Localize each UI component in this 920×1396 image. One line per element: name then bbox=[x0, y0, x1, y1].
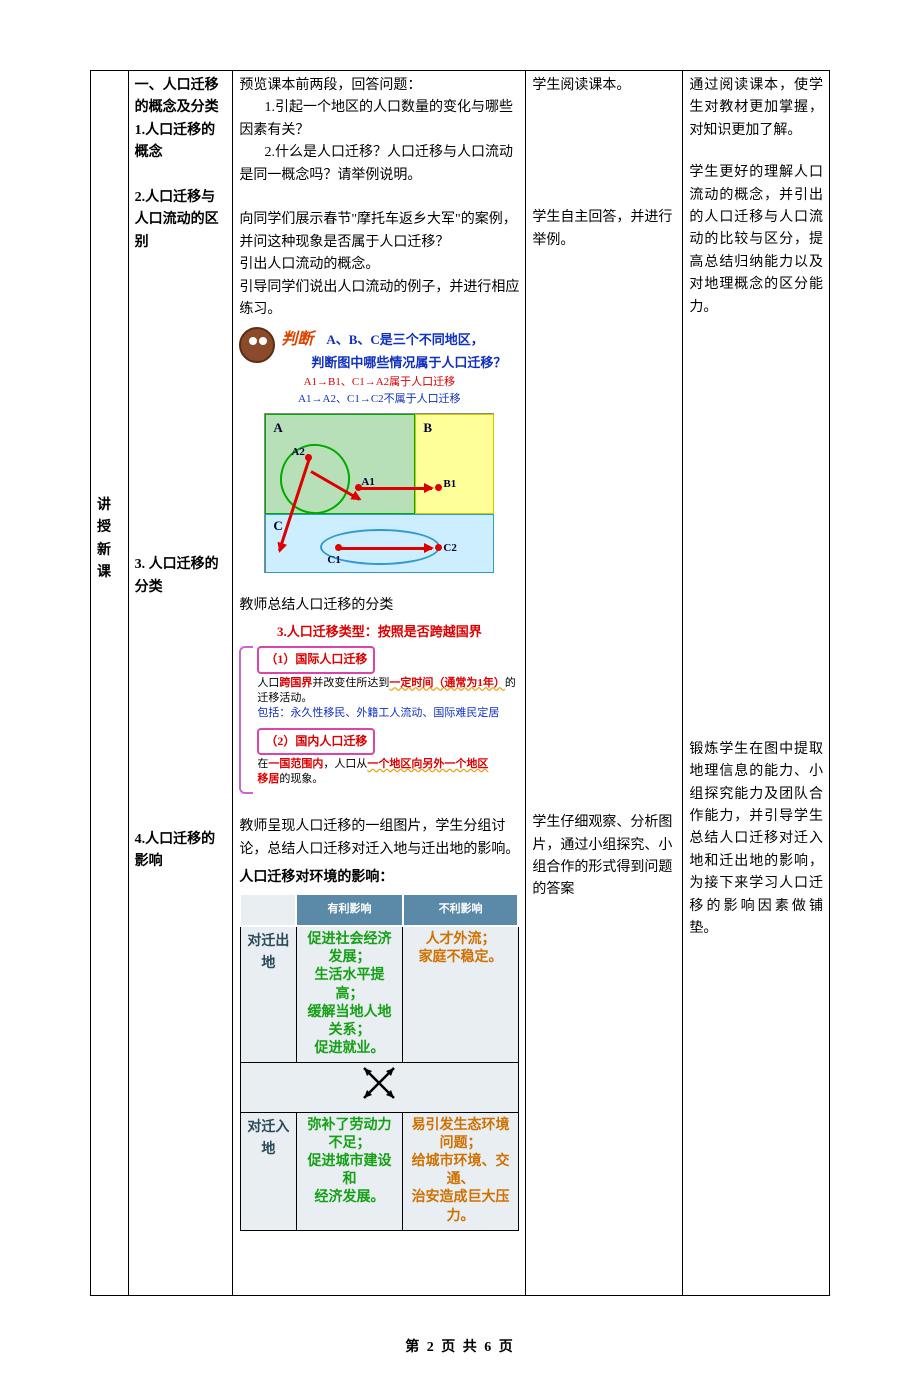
s3-teacher: 教师总结人口迁移的分类 bbox=[239, 595, 519, 617]
in-good: 弥补了劳动力不足； 促进城市建设和 经济发展。 bbox=[303, 1117, 396, 1208]
label-b: B bbox=[423, 418, 432, 439]
s2-p1: 向同学们展示春节"摩托车返乡大军"的案例，并问这种现象是否属于人口迁移？ bbox=[239, 209, 519, 254]
lesson-plan-page: 讲 授 新 课 一、人口迁移的概念及分类 1.人口迁移的概念 2.人口迁移与人口… bbox=[0, 0, 920, 1396]
in-bad: 易引发生态环境问题； 给城市环境、交通、 治安造成巨大压力。 bbox=[409, 1117, 512, 1226]
s4-student: 学生仔细观察、分析图片，通过小组探究、小组合作的形式得到问题的答案 bbox=[532, 812, 676, 902]
c2-kw2: 一个地区向另外一个地区 bbox=[367, 758, 488, 770]
col-good: 有利影响 bbox=[296, 894, 402, 926]
lbl-c1: C1 bbox=[327, 552, 340, 570]
s1-intro: 预览课本前两段，回答问题： bbox=[239, 75, 519, 97]
page-footer: 第 2 页 共 6 页 bbox=[90, 1336, 830, 1356]
s1-intent: 通过阅读课本，使学生对教材更加掌握，对知识更加了解。 bbox=[689, 75, 823, 142]
c1-kw1: 跨国界 bbox=[279, 677, 312, 689]
intent-cell: 通过阅读课本，使学生对教材更加掌握，对知识更加了解。 学生更好的理解人口流动的概… bbox=[683, 71, 830, 1296]
impact-heading: 人口迁移对环境的影响： bbox=[239, 867, 519, 889]
stage-label: 讲 授 新 课 bbox=[97, 495, 122, 585]
impact-table: 有利影响 不利影响 对迁出地 促进社会经济发展； 生活水平提高； 缓解当地人地关… bbox=[239, 893, 519, 1230]
s2-intent: 学生更好的理解人口流动的概念，并引出的人口迁移与人口流动的比较与区分，提高总结归… bbox=[689, 162, 823, 319]
judge-q-l2: 判断图中哪些情况属于人口迁移？ bbox=[311, 353, 506, 374]
region-diagram: A B C A2 A1 B1 C1 C2 bbox=[264, 413, 494, 573]
class1-desc: 人口跨国界并改变住所达到一定时间（通常为1年）的迁移活动。 包括：永久性移民、外… bbox=[257, 676, 519, 722]
c2-mid: ，人口从 bbox=[323, 758, 367, 770]
classification-figure: 3.人口迁移类型：按照是否跨越国界 （1）国际人口迁移 人口跨国界并改变住所达到… bbox=[239, 622, 519, 794]
c2-post: 的现象。 bbox=[279, 773, 323, 785]
c2-kw1: 一国范围内 bbox=[268, 758, 323, 770]
class2-desc: 在一国范围内，人口从一个地区向另外一个地区移居的现象。 bbox=[257, 757, 519, 788]
col-bad: 不利影响 bbox=[403, 894, 519, 926]
cross-arrows-icon bbox=[359, 1063, 399, 1103]
class2-box: （2）国内人口迁移 bbox=[257, 728, 375, 755]
judge-q-l1: A、B、C是三个不同地区， bbox=[326, 332, 483, 347]
row-in: 对迁入地 bbox=[240, 1112, 296, 1230]
student-activity-cell: 学生阅读课本。 学生自主回答，并进行举例。 学生仔细观察、分析图片，通过小组探究… bbox=[526, 71, 683, 1296]
c1-kw2: 一定时间（通常为1年） bbox=[389, 677, 505, 689]
s4-intent: 锻炼学生在图中提取地理信息的能力、小组探究能力及团队合作能力，并引导学生总结人口… bbox=[689, 739, 823, 941]
c1-pre: 人口 bbox=[257, 677, 279, 689]
s1-student: 学生阅读课本。 bbox=[532, 75, 676, 97]
s2-p2: 引出人口流动的概念。 bbox=[239, 254, 519, 276]
s1-q2: 2.什么是人口迁移？人口迁移与人口流动是同一概念吗？请举例说明。 bbox=[239, 142, 519, 187]
label-c: C bbox=[273, 516, 282, 537]
classify-title: 3.人口迁移类型：按照是否跨越国界 bbox=[239, 622, 519, 643]
arrow-a1-b1 bbox=[358, 487, 432, 490]
bracket-icon bbox=[239, 646, 253, 793]
lbl-a2: A2 bbox=[291, 444, 304, 462]
section-2-title: 2.人口迁移与人口流动的区别 bbox=[135, 187, 227, 254]
judge-ans1: A1→B1、C1→A2属于人口迁移 bbox=[239, 374, 519, 392]
out-bad: 人才外流； 家庭不稳定。 bbox=[409, 931, 512, 967]
label-a: A bbox=[273, 418, 282, 439]
c2-kw3: 移居 bbox=[257, 773, 279, 785]
s1-q1: 1.引起一个地区的人口数量的变化与哪些因素有关？ bbox=[239, 97, 519, 142]
teacher-activity-cell: 预览课本前两段，回答问题： 1.引起一个地区的人口数量的变化与哪些因素有关？ 2… bbox=[233, 71, 526, 1296]
judge-ans2: A1→A2、C1→C2不属于人口迁移 bbox=[239, 391, 519, 409]
class1-box: （1）国际人口迁移 bbox=[257, 646, 375, 673]
arrow-c1-c2 bbox=[338, 547, 432, 550]
row-out: 对迁出地 bbox=[240, 926, 296, 1063]
stage-cell: 讲 授 新 课 bbox=[91, 71, 129, 1296]
s4-teacher: 教师呈现人口迁移的一组图片，学生分组讨论，总结人口迁移对迁入地与迁出地的影响。 bbox=[239, 816, 519, 861]
lesson-table: 讲 授 新 课 一、人口迁移的概念及分类 1.人口迁移的概念 2.人口迁移与人口… bbox=[90, 70, 830, 1296]
c1-ex: 包括：永久性移民、外籍工人流动、国际难民定居 bbox=[257, 707, 499, 719]
c2-pre: 在 bbox=[257, 758, 268, 770]
s2-student: 学生自主回答，并进行举例。 bbox=[532, 207, 676, 252]
judgement-figure: 判断 A、B、C是三个不同地区， 判断图中哪些情况属于人口迁移？ A1→B1、C… bbox=[239, 327, 519, 573]
lbl-b1: B1 bbox=[443, 476, 456, 494]
section-3-title: 3. 人口迁移的分类 bbox=[135, 554, 227, 599]
outline-cell: 一、人口迁移的概念及分类 1.人口迁移的概念 2.人口迁移与人口流动的区别 3.… bbox=[128, 71, 233, 1296]
lbl-c2: C2 bbox=[443, 540, 456, 558]
impact-corner bbox=[240, 894, 296, 926]
cross-row bbox=[240, 1063, 518, 1112]
out-good: 促进社会经济发展； 生活水平提高； 缓解当地人地关系； 促进就业。 bbox=[303, 931, 396, 1058]
c1-mid: 并改变住所达到 bbox=[312, 677, 389, 689]
judge-label: 判断 bbox=[281, 331, 313, 348]
section-1-title: 一、人口迁移的概念及分类 1.人口迁移的概念 bbox=[135, 75, 227, 165]
cartoon-icon bbox=[239, 327, 275, 363]
section-4-title: 4.人口迁移的影响 bbox=[135, 829, 227, 874]
s2-p3: 引导同学们说出人口流动的例子，并进行相应练习。 bbox=[239, 277, 519, 322]
